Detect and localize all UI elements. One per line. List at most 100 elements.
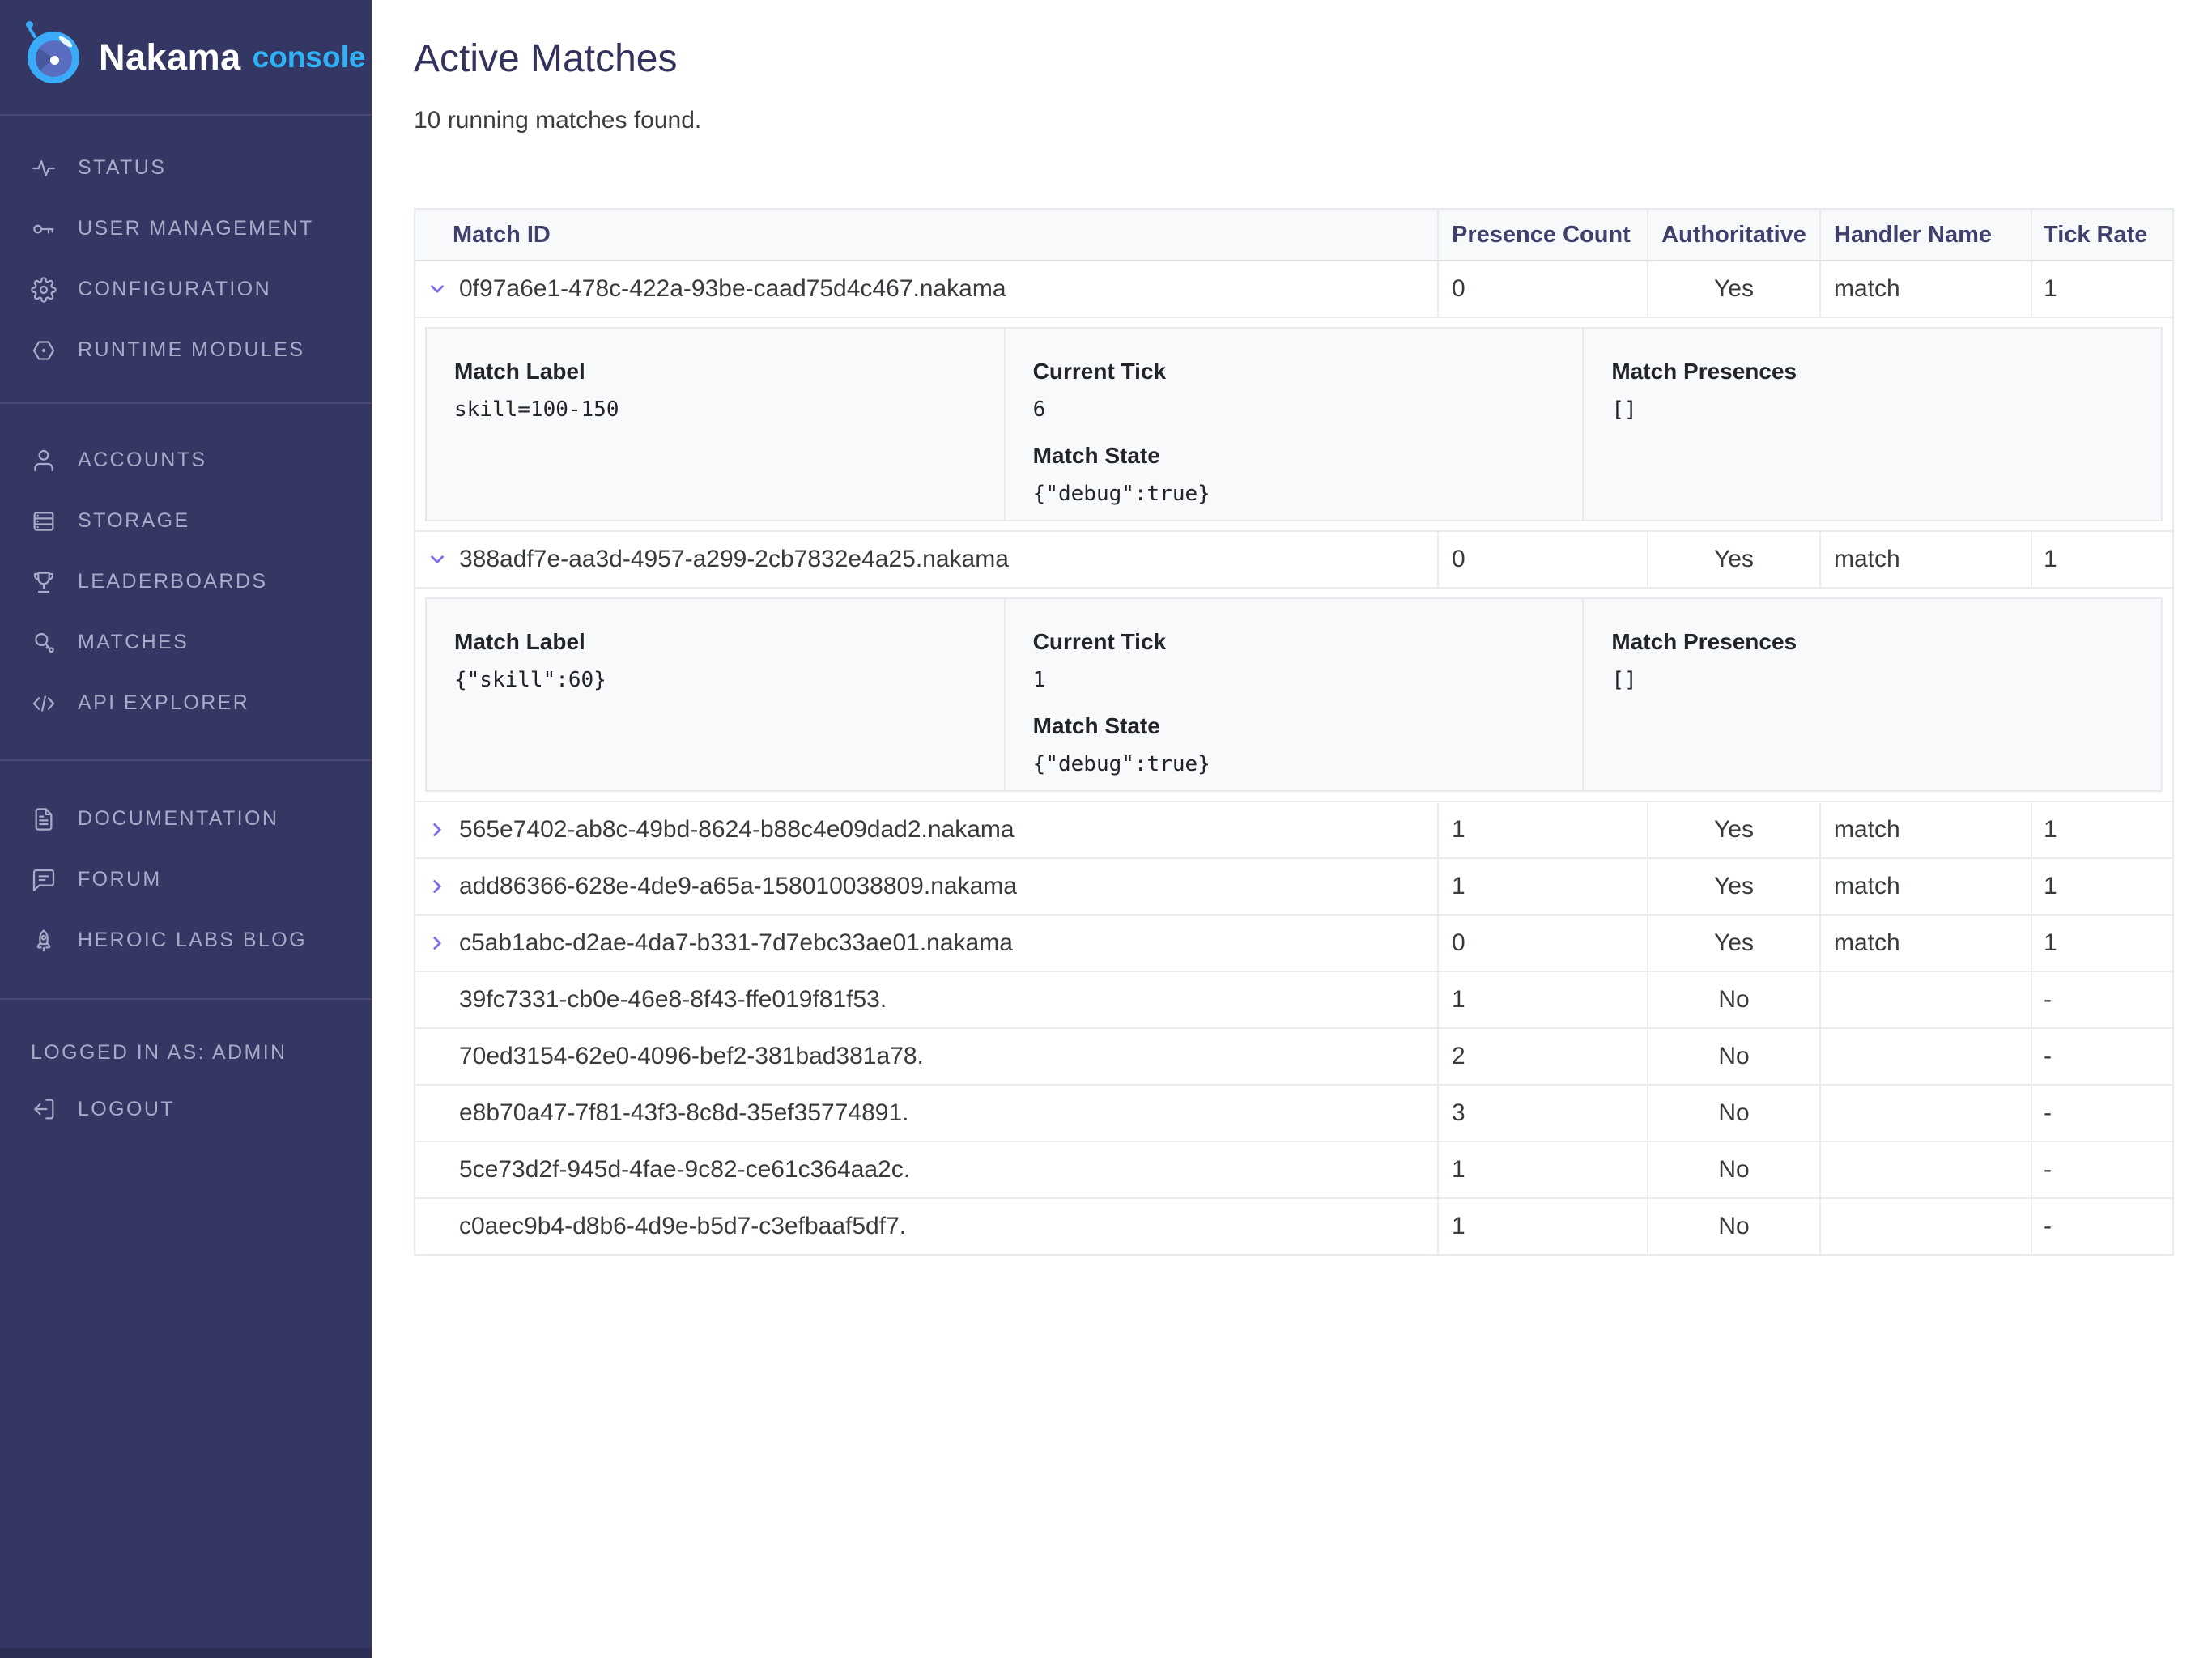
current-tick-value: 1: [1032, 668, 1046, 692]
match-id: c0aec9b4-d8b6-4d9e-b5d7-c3efbaaf5df7.: [459, 1213, 907, 1239]
sidebar-nav: STATUS USER MANAGEMENT CONFIGURATION RUN…: [0, 116, 372, 1000]
table-row[interactable]: 5ce73d2f-945d-4fae-9c82-ce61c364aa2c. 1 …: [415, 1142, 2172, 1199]
authoritative: No: [1647, 1199, 1819, 1254]
sidebar-item-logout[interactable]: LOGOUT: [0, 1081, 372, 1137]
match-state-heading: Match State: [1032, 443, 1160, 468]
sidebar-item-label: USER MANAGEMENT: [78, 217, 314, 240]
sidebar-item-heroic-labs-blog[interactable]: HEROIC LABS BLOG: [0, 910, 372, 971]
table-row[interactable]: c5ab1abc-d2ae-4da7-b331-7d7ebc33ae01.nak…: [415, 916, 2172, 972]
match-id-cell: c0aec9b4-d8b6-4d9e-b5d7-c3efbaaf5df7.: [415, 1199, 1437, 1254]
presence-count: 3: [1437, 1086, 1647, 1141]
sidebar: Nakama console STATUS USER MANAGEMENT CO…: [0, 0, 372, 1658]
main-content: Active Matches 10 running matches found.…: [372, 0, 2212, 1658]
table-row[interactable]: 39fc7331-cb0e-46e8-8f43-ffe019f81f53. 1 …: [415, 972, 2172, 1029]
match-state-value: {"debug":true}: [1032, 482, 1210, 506]
sidebar-item-user-management[interactable]: USER MANAGEMENT: [0, 198, 372, 259]
chevron-right-icon[interactable]: [427, 874, 459, 899]
authoritative: No: [1647, 1086, 1819, 1141]
tick-rate: 1: [2031, 532, 2172, 587]
match-count-text: 10 running matches found.: [414, 107, 702, 134]
sidebar-item-runtime-modules[interactable]: RUNTIME MODULES: [0, 320, 372, 380]
matches-table: Match ID Presence Count Authoritative Ha…: [414, 208, 2174, 1256]
table-row[interactable]: 565e7402-ab8c-49bd-8624-b88c4e09dad2.nak…: [415, 802, 2172, 859]
match-id: 70ed3154-62e0-4096-bef2-381bad381a78.: [459, 1043, 924, 1069]
sidebar-item-storage[interactable]: STORAGE: [0, 491, 372, 551]
match-id-cell: 0f97a6e1-478c-422a-93be-caad75d4c467.nak…: [415, 261, 1437, 317]
table-row[interactable]: add86366-628e-4de9-a65a-158010038809.nak…: [415, 859, 2172, 916]
sidebar-item-label: FORUM: [78, 868, 162, 891]
match-presences-value: []: [1611, 397, 1637, 422]
tick-rate: -: [2031, 1029, 2172, 1084]
chevron-down-icon[interactable]: [427, 277, 459, 301]
handler-name: match: [1819, 802, 2031, 857]
tick-rate: 1: [2031, 859, 2172, 914]
sidebar-item-documentation[interactable]: DOCUMENTATION: [0, 789, 372, 849]
tick-rate: 1: [2031, 802, 2172, 857]
presence-count: 1: [1437, 859, 1647, 914]
sidebar-account-section: LOGGED IN AS: ADMIN LOGOUT: [0, 1000, 372, 1137]
current-tick-heading: Current Tick: [1032, 359, 1167, 384]
handler-name: match: [1819, 532, 2031, 587]
chevron-placeholder: [427, 1158, 459, 1182]
presence-count: 1: [1437, 1199, 1647, 1254]
handler-name: match: [1819, 261, 2031, 317]
match-presences-heading: Match Presences: [1611, 359, 1797, 384]
sidebar-item-label: DOCUMENTATION: [78, 807, 279, 830]
authoritative: Yes: [1647, 916, 1819, 971]
brand-suffix: console: [252, 40, 366, 74]
match-id-cell: c5ab1abc-d2ae-4da7-b331-7d7ebc33ae01.nak…: [415, 916, 1437, 971]
match-label-column: Match Label skill=100-150: [427, 329, 1004, 520]
sidebar-item-api-explorer[interactable]: API EXPLORER: [0, 673, 372, 733]
presence-count: 1: [1437, 972, 1647, 1027]
presence-count: 0: [1437, 916, 1647, 971]
sidebar-item-label: LEADERBOARDS: [78, 570, 268, 593]
column-header-authoritative: Authoritative: [1647, 210, 1819, 260]
chevron-right-icon[interactable]: [427, 818, 459, 842]
sidebar-item-configuration[interactable]: CONFIGURATION: [0, 259, 372, 320]
gear-icon: [31, 276, 57, 303]
handler-name: [1819, 972, 2031, 1027]
authoritative: Yes: [1647, 802, 1819, 857]
match-id: c5ab1abc-d2ae-4da7-b331-7d7ebc33ae01.nak…: [459, 929, 1013, 956]
column-header-presence-count: Presence Count: [1437, 210, 1647, 260]
match-id: 5ce73d2f-945d-4fae-9c82-ce61c364aa2c.: [459, 1156, 911, 1183]
sidebar-item-accounts[interactable]: ACCOUNTS: [0, 430, 372, 491]
table-row[interactable]: c0aec9b4-d8b6-4d9e-b5d7-c3efbaaf5df7. 1 …: [415, 1199, 2172, 1254]
sidebar-item-label: MATCHES: [78, 631, 189, 653]
sidebar-footer-strip: [0, 1648, 372, 1658]
sidebar-item-status[interactable]: STATUS: [0, 138, 372, 198]
hexagon-icon: [31, 338, 57, 363]
authoritative: Yes: [1647, 532, 1819, 587]
chevron-down-icon[interactable]: [427, 547, 459, 572]
sidebar-item-forum[interactable]: FORUM: [0, 849, 372, 910]
document-icon: [31, 806, 57, 832]
sidebar-item-leaderboards[interactable]: LEADERBOARDS: [0, 551, 372, 612]
sidebar-section-2: ACCOUNTS STORAGE LEADERBOARDS MATCHES AP…: [0, 404, 372, 761]
sidebar-section-1: STATUS USER MANAGEMENT CONFIGURATION RUN…: [0, 116, 372, 404]
chevron-right-icon[interactable]: [427, 931, 459, 955]
match-id-cell: add86366-628e-4de9-a65a-158010038809.nak…: [415, 859, 1437, 914]
table-row[interactable]: 0f97a6e1-478c-422a-93be-caad75d4c467.nak…: [415, 261, 2172, 318]
tick-rate: -: [2031, 1142, 2172, 1197]
table-row[interactable]: 388adf7e-aa3d-4957-a299-2cb7832e4a25.nak…: [415, 532, 2172, 589]
table-row[interactable]: 70ed3154-62e0-4096-bef2-381bad381a78. 2 …: [415, 1029, 2172, 1086]
table-body: 0f97a6e1-478c-422a-93be-caad75d4c467.nak…: [415, 261, 2172, 1254]
table-row[interactable]: e8b70a47-7f81-43f3-8c8d-35ef35774891. 3 …: [415, 1086, 2172, 1142]
table-header-row: Match ID Presence Count Authoritative Ha…: [415, 210, 2172, 261]
sidebar-item-matches[interactable]: MATCHES: [0, 612, 372, 673]
match-presences-heading: Match Presences: [1611, 629, 1797, 654]
column-header-match-id: Match ID: [453, 221, 551, 248]
presence-count: 2: [1437, 1029, 1647, 1084]
brand-name: Nakama: [99, 36, 241, 78]
match-id-cell: 39fc7331-cb0e-46e8-8f43-ffe019f81f53.: [415, 972, 1437, 1027]
match-details-panel: Match Label {"skill":60} Current Tick 1 …: [425, 597, 2163, 792]
presences-column: Match Presences []: [1582, 599, 2161, 790]
match-label-heading: Match Label: [454, 359, 585, 384]
logout-icon: [31, 1096, 57, 1122]
match-id: 39fc7331-cb0e-46e8-8f43-ffe019f81f53.: [459, 986, 887, 1013]
match-label-column: Match Label {"skill":60}: [427, 599, 1004, 790]
chat-icon: [31, 867, 57, 893]
match-details-panel: Match Label skill=100-150 Current Tick 6…: [425, 327, 2163, 521]
authoritative: Yes: [1647, 859, 1819, 914]
